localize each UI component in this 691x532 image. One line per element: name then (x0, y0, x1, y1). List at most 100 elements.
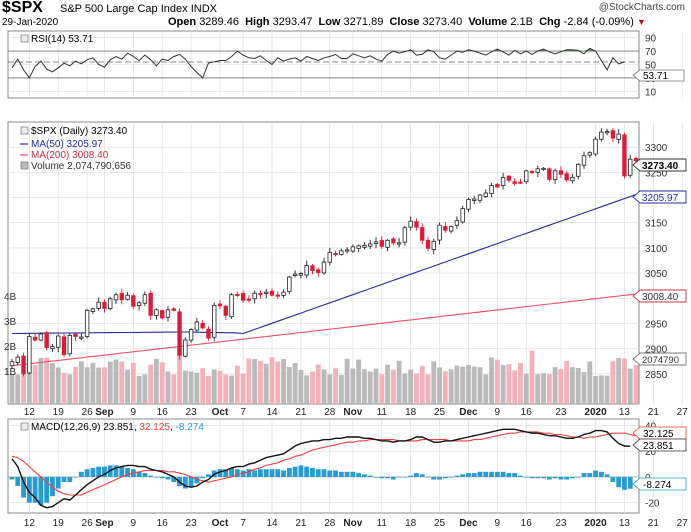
down-triangle-icon: ▼ (636, 17, 646, 27)
macd-histogram-bar (546, 476, 552, 480)
macd-histogram-bar (26, 476, 32, 503)
macd-histogram-bar (367, 475, 373, 477)
close-value: 3273.40 (422, 16, 463, 28)
macd-histogram-bar (32, 476, 38, 503)
candle-body (32, 336, 38, 341)
macd-histogram-bar (414, 473, 419, 477)
volume-bar (15, 374, 21, 404)
candle-body (327, 252, 332, 263)
candle-body (339, 250, 344, 255)
open-label: Open (168, 16, 197, 28)
candle-body (495, 183, 500, 188)
volume-legend-swatch (20, 161, 29, 170)
candle-body (113, 294, 119, 301)
volume-bar (206, 375, 211, 404)
volume-bar (38, 357, 44, 404)
candle-body (402, 227, 408, 243)
candle-body (599, 131, 604, 140)
candle-body (628, 158, 633, 176)
price-x-label: Oct (212, 407, 229, 418)
ohlc-line: Open 3289.46 High 3293.47 Low 3271.89 Cl… (168, 16, 646, 28)
macd-histogram-bar (78, 471, 84, 477)
candle-body (171, 308, 176, 311)
macd-histogram-bar (523, 476, 529, 478)
candle-body (125, 294, 130, 300)
macd-histogram-bar (593, 470, 598, 477)
macd-x-label: 12 (24, 518, 36, 529)
volume-bar (125, 369, 130, 404)
macd-histogram-bar (240, 470, 246, 477)
volume-bar (442, 371, 448, 404)
macd-x-label: 21 (648, 518, 660, 529)
macd-histogram-bar (570, 476, 575, 479)
candle-body (136, 302, 142, 306)
candle-body (477, 194, 483, 201)
volume-bar (130, 362, 136, 404)
candle-body (246, 298, 252, 301)
macd-marker: 23.851 (632, 438, 687, 452)
macd-histogram-bar (558, 476, 564, 480)
macd-x-label: 23 (186, 518, 198, 529)
macd-histogram-bar (431, 476, 437, 480)
volume-bar (9, 373, 15, 404)
price-x-label: 9 (131, 407, 137, 418)
ma50-marker-box (632, 190, 687, 204)
macd-histogram-bar (194, 476, 200, 484)
volume-label: Volume (468, 16, 508, 28)
macd-x-label: 14 (266, 518, 278, 529)
price-x-label: 2020 (584, 407, 607, 418)
candle-body (333, 253, 338, 256)
candle-body (622, 134, 627, 177)
volume-bar (229, 375, 234, 404)
rsi-grid (8, 31, 683, 98)
macd-x-label: Sep (95, 518, 113, 529)
macd-histogram-bar (90, 467, 96, 477)
macd-histogram-bar (402, 476, 408, 478)
stockcharts-watermark: @StockCharts.com (598, 2, 685, 13)
candle-body (466, 199, 471, 210)
price-tick-label: 2850 (645, 370, 668, 381)
macd-histogram-bar (529, 476, 535, 479)
volume-bar (102, 367, 107, 404)
macd-x-label: 2020 (584, 518, 607, 529)
volume-bar (50, 363, 55, 404)
rsi-last-marker: 53.71 (632, 69, 685, 82)
price-x-label: 16 (157, 407, 169, 418)
volume-bar (385, 364, 390, 404)
candle-body (633, 157, 639, 162)
volume-bar (581, 372, 587, 404)
candle-body (79, 336, 84, 339)
macd-histogram-bar (223, 469, 229, 477)
candle-body (258, 293, 263, 296)
volume-bar (518, 362, 523, 404)
ma50-marker: 3205.97 (632, 190, 687, 204)
candle-body (489, 185, 494, 194)
macd-x-label: Nov (343, 518, 362, 529)
macd-x-label: 16 (521, 518, 533, 529)
volume-bar (286, 367, 292, 404)
volume-bar (275, 361, 281, 404)
index-name: S&P 500 Large Cap Index (60, 3, 188, 15)
volume-bar (298, 369, 304, 404)
candle-body (223, 305, 228, 316)
signal-marker-box (632, 426, 687, 440)
open-value: 3289.46 (199, 16, 239, 28)
candle-body (581, 155, 587, 166)
symbol: $SPX (2, 0, 43, 16)
macd-histogram-bar (471, 473, 477, 477)
macd-histogram-bar (246, 469, 252, 477)
macd-histogram-bar (263, 469, 269, 477)
candle-body (385, 239, 390, 248)
macd-marker-value: 23.851 (643, 441, 674, 452)
volume-bar (437, 367, 442, 404)
price-tick-label: 3150 (645, 219, 668, 230)
macd-histogram-bar (165, 476, 171, 480)
macd-x-label: 16 (157, 518, 169, 529)
change-value: -2.84 (-0.09%) (563, 16, 634, 28)
volume-marker-box (632, 352, 687, 366)
candle-body (73, 333, 78, 337)
price-axis-ticks: 3300325032003150310030503000295029002850 (645, 143, 668, 381)
volume-bar (165, 371, 171, 404)
rsi-legend-swatch (20, 34, 29, 43)
macd-histogram-bar (171, 476, 177, 483)
